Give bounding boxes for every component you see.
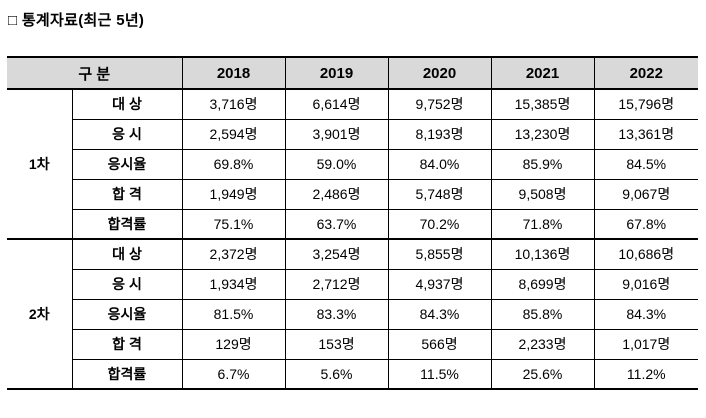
value-cell-2021: 13,230명 <box>490 118 595 150</box>
row-label: 합 격 <box>72 178 183 210</box>
header-year-2019: 2019 <box>284 56 389 90</box>
value-cell-2022: 84.3% <box>593 298 698 330</box>
header-year-2020: 2020 <box>387 56 492 90</box>
value-cell-2019: 63.7% <box>284 208 389 240</box>
section-title: □ 통계자료(최근 5년) <box>8 12 145 29</box>
value-cell-2020: 70.2% <box>387 208 492 240</box>
row-label: 합 격 <box>72 328 183 360</box>
value-cell-2018: 6.7% <box>181 358 286 390</box>
value-cell-2019: 2,712명 <box>284 268 389 300</box>
table-row: 응시율 81.5% 83.3% 84.3% 85.8% 84.3% <box>7 298 698 330</box>
header-year-2018: 2018 <box>181 56 286 90</box>
value-cell-2020: 11.5% <box>387 358 492 390</box>
value-cell-2018: 1,949명 <box>181 178 286 210</box>
table-row: 응 시 1,934명 2,712명 4,937명 8,699명 9,016명 <box>7 268 698 300</box>
row-label: 대 상 <box>71 88 183 120</box>
value-cell-2019: 3,901명 <box>284 118 389 150</box>
value-cell-2018: 3,716명 <box>181 88 286 120</box>
table-row: 합격률 75.1% 63.7% 70.2% 71.8% 67.8% <box>7 208 698 240</box>
value-cell-2019: 3,254명 <box>284 238 389 270</box>
value-cell-2019: 6,614명 <box>284 88 389 120</box>
value-cell-2020: 566명 <box>387 328 492 360</box>
header-year-2021: 2021 <box>490 56 595 90</box>
value-cell-2022: 9,067명 <box>593 178 698 210</box>
table-row: 합 격 1,949명 2,486명 5,748명 9,508명 9,067명 <box>7 178 698 210</box>
value-cell-2022: 9,016명 <box>593 268 698 300</box>
value-cell-2018: 1,934명 <box>181 268 286 300</box>
value-cell-2021: 71.8% <box>490 208 595 240</box>
value-cell-2019: 153명 <box>284 328 389 360</box>
value-cell-2018: 69.8% <box>181 148 286 180</box>
row-label: 응시율 <box>72 148 183 180</box>
value-cell-2019: 59.0% <box>284 148 389 180</box>
value-cell-2018: 2,372명 <box>181 238 286 270</box>
row-label: 응 시 <box>72 118 183 150</box>
value-cell-2021: 85.9% <box>490 148 595 180</box>
table-row: 응시율 69.8% 59.0% 84.0% 85.9% 84.5% <box>7 148 698 180</box>
row-label: 대 상 <box>71 238 183 270</box>
header-gubun: 구 분 <box>7 56 183 90</box>
value-cell-2021: 15,385명 <box>490 88 595 120</box>
table-row: 2차 대 상 2,372명 3,254명 5,855명 10,136명 10,686명 <box>7 238 698 390</box>
row-label: 합격률 <box>72 208 183 240</box>
value-cell-2020: 84.0% <box>387 148 492 180</box>
value-cell-2020: 4,937명 <box>387 268 492 300</box>
statistics-table: 구 분 2018 2019 2020 2021 2022 1차 대 상 3,716명 6,61… <box>7 56 698 390</box>
row-label: 응시율 <box>72 298 183 330</box>
value-cell-2020: 9,752명 <box>387 88 492 120</box>
document-page: □ 통계자료(최근 5년) 구 분 2018 2019 2020 2021 2022 1… <box>7 12 698 390</box>
value-cell-2018: 129명 <box>181 328 286 360</box>
section-cell-round1: 1차 <box>7 88 73 240</box>
value-cell-2018: 75.1% <box>181 208 286 240</box>
value-cell-2022: 10,686명 <box>593 238 698 270</box>
value-cell-2020: 8,193명 <box>387 118 492 150</box>
value-cell-2022: 11.2% <box>593 358 698 390</box>
header-year-2022: 2022 <box>593 56 698 90</box>
value-cell-2020: 84.3% <box>387 298 492 330</box>
value-cell-2022: 84.5% <box>593 148 698 180</box>
value-cell-2020: 5,748명 <box>387 178 492 210</box>
value-cell-2019: 5.6% <box>284 358 389 390</box>
table-row: 1차 대 상 3,716명 6,614명 9,752명 15,385명 15,796명 <box>7 88 698 240</box>
value-cell-2022: 67.8% <box>593 208 698 240</box>
table-row: 합 격 129명 153명 566명 2,233명 1,017명 <box>7 328 698 360</box>
section-cell-round2: 2차 <box>7 238 73 390</box>
value-cell-2022: 15,796명 <box>593 88 698 120</box>
value-cell-2021: 85.8% <box>490 298 595 330</box>
value-cell-2021: 10,136명 <box>490 238 595 270</box>
value-cell-2019: 83.3% <box>284 298 389 330</box>
row-label: 합격률 <box>72 358 183 390</box>
table-row: 합격률 6.7% 5.6% 11.5% 25.6% 11.2% <box>7 358 698 390</box>
value-cell-2018: 2,594명 <box>181 118 286 150</box>
value-cell-2022: 13,361명 <box>593 118 698 150</box>
value-cell-2021: 2,233명 <box>490 328 595 360</box>
value-cell-2021: 25.6% <box>490 358 595 390</box>
table-row: 응 시 2,594명 3,901명 8,193명 13,230명 13,361명 <box>7 118 698 150</box>
row-label: 응 시 <box>72 268 183 300</box>
header-row: 구 분 2018 2019 2020 2021 2022 <box>7 56 698 90</box>
value-cell-2020: 5,855명 <box>387 238 492 270</box>
value-cell-2019: 2,486명 <box>284 178 389 210</box>
value-cell-2018: 81.5% <box>181 298 286 330</box>
value-cell-2022: 1,017명 <box>593 328 698 360</box>
value-cell-2021: 8,699명 <box>490 268 595 300</box>
value-cell-2021: 9,508명 <box>490 178 595 210</box>
